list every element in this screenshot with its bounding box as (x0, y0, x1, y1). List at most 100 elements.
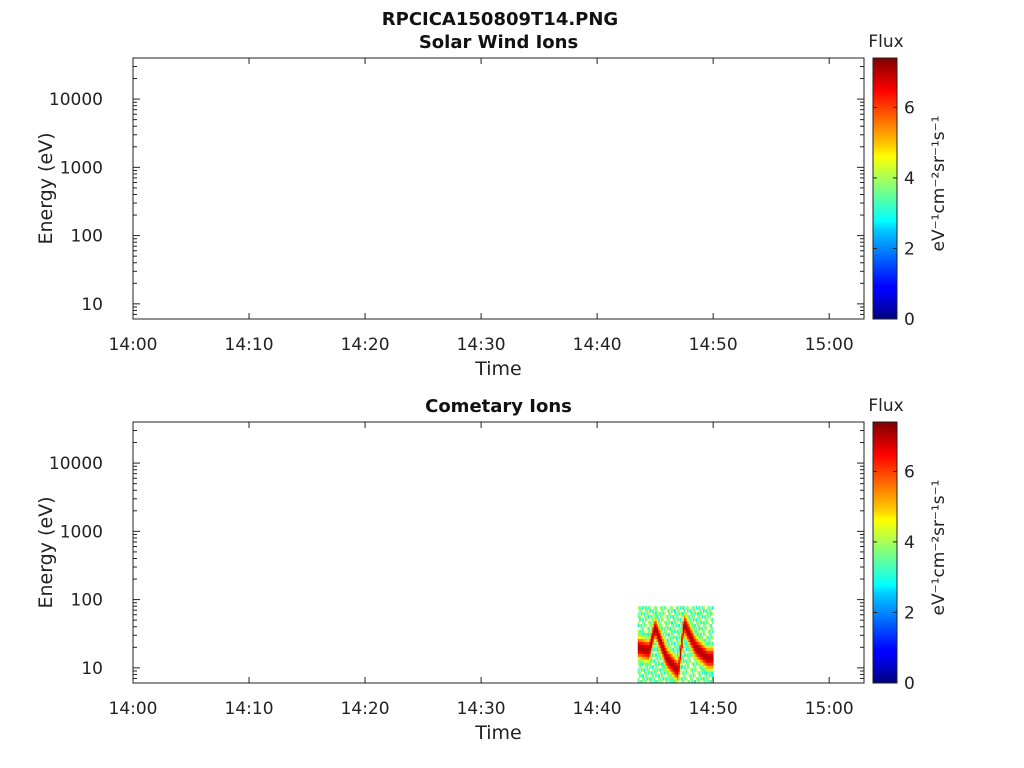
spectrogram-cell (640, 656, 643, 660)
spectrogram-cell (689, 638, 692, 643)
spectrogram-cell (660, 665, 663, 669)
spectrogram-cell (658, 623, 660, 628)
spectrogram-cell (687, 609, 689, 613)
spectrogram-cell (688, 665, 691, 669)
spectrogram-cell (711, 668, 714, 672)
spectrogram-cell (665, 662, 668, 666)
spectrogram-cell (678, 635, 681, 640)
spectrogram-cell (658, 641, 660, 646)
spectrogram-cell (646, 659, 649, 663)
spectrogram-cell (672, 665, 675, 669)
spectrogram-cell (643, 647, 646, 651)
colorbar-label: eV⁻¹cm⁻²sr⁻¹s⁻¹ (929, 480, 949, 616)
spectrogram-cell (711, 629, 714, 634)
spectrogram-cell (659, 677, 662, 681)
spectrogram-cell (707, 665, 710, 669)
spectrogram-cell (637, 677, 640, 681)
spectrogram-cell (647, 626, 650, 631)
spectrogram-cell (676, 665, 679, 669)
spectrogram-cell (652, 618, 655, 622)
spectrogram-cell (640, 612, 643, 616)
spectrogram-cell (666, 644, 669, 648)
spectrogram-cell (695, 677, 698, 681)
spectrogram-cell (637, 615, 640, 619)
spectrogram-cell (637, 632, 640, 637)
spectrogram-cell (695, 641, 698, 646)
spectrogram-cell (666, 656, 669, 660)
spectrogram-cell (646, 647, 649, 651)
spectrogram-cell (675, 647, 678, 651)
spectrogram-cell (684, 674, 686, 678)
colorbar-label: eV⁻¹cm⁻²sr⁻¹s⁻¹ (929, 116, 949, 252)
spectrogram-cell (656, 659, 659, 663)
spectrogram-cell (711, 641, 714, 646)
spectrogram-cell (675, 638, 678, 643)
spectrogram-cell (704, 623, 707, 628)
spectrogram-cell (675, 671, 678, 675)
spectrogram-cell (659, 629, 662, 634)
spectrogram-cell (684, 653, 686, 657)
spectrogram-cell (663, 659, 666, 663)
spectrogram-cell (679, 668, 682, 672)
spectrogram-cell (705, 647, 708, 651)
spectrogram-cell (687, 641, 689, 646)
spectrogram-cell (659, 668, 662, 672)
spectrogram-cell (697, 641, 700, 646)
spectrogram-cell (694, 635, 697, 640)
spectrogram-cell (646, 641, 649, 646)
spectrogram-cell (656, 638, 659, 643)
spectrogram-cell (695, 650, 698, 654)
spectrogram-cell (671, 641, 673, 646)
spectrogram-cell (682, 609, 685, 613)
spectrogram-cell (659, 656, 662, 660)
spectrogram-cell (676, 674, 679, 678)
spectrogram-cell (711, 647, 714, 651)
spectrogram-cell (646, 674, 649, 678)
spectrogram-cell (675, 659, 678, 663)
spectrogram-cell (655, 626, 657, 631)
spectrogram-cell (653, 668, 656, 672)
spectrogram-cell (671, 659, 673, 663)
spectrogram-cell (658, 659, 660, 663)
spectrogram-cell (646, 677, 649, 681)
y-tick-label: 10 (81, 659, 103, 679)
spectrogram-cell (678, 653, 681, 657)
spectrogram-cell (649, 638, 652, 643)
spectrogram-cell (674, 650, 676, 654)
spectrogram-cell (642, 635, 644, 640)
spectrogram-cell (682, 665, 685, 669)
spectrogram-cell (660, 623, 663, 628)
spectrogram-cell (687, 629, 689, 634)
spectrogram-cell (701, 650, 704, 654)
spectrogram-cell (701, 656, 704, 660)
spectrogram-cell (666, 653, 669, 657)
spectrogram-cell (637, 606, 640, 610)
spectrogram-cell (707, 612, 710, 616)
spectrogram-cell (646, 650, 649, 654)
spectrogram-cell (662, 644, 665, 648)
spectrogram-cell (662, 674, 665, 678)
spectrogram-cell (700, 618, 702, 622)
spectrogram-cell (652, 620, 655, 625)
spectrogram-cell (707, 668, 710, 672)
spectrogram-cell (688, 656, 691, 660)
spectrogram-cell (694, 650, 697, 654)
spectrogram-cell (688, 626, 691, 631)
spectrogram-cell (703, 659, 705, 663)
spectrogram-cell (653, 680, 656, 684)
spectrogram-cell (643, 659, 646, 663)
spectrogram-cell (666, 618, 669, 622)
spectrogram-cell (682, 623, 685, 628)
spectrogram-cell (689, 618, 692, 622)
spectrogram-cell (689, 659, 692, 663)
spectrogram-cell (665, 638, 668, 643)
spectrogram-cell (660, 650, 663, 654)
spectrogram-cell (665, 665, 668, 669)
spectrogram-cell (711, 626, 714, 631)
spectrogram-cell (705, 644, 708, 648)
spectrogram-cell (701, 653, 704, 657)
spectrogram-cell (692, 674, 695, 678)
x-axis-label: Time (474, 722, 522, 744)
x-tick-label: 15:00 (805, 699, 854, 719)
spectrogram-cell (674, 644, 676, 648)
